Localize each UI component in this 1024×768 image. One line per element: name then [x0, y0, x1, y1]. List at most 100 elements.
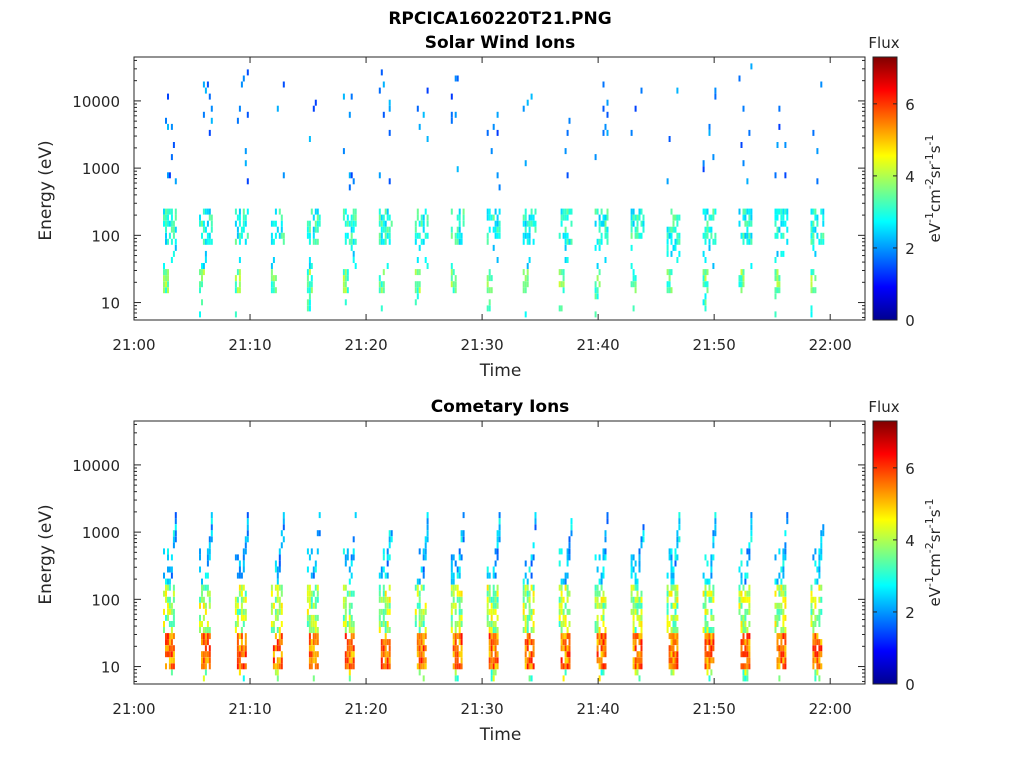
flux-cell: [488, 645, 491, 652]
flux-cell: [496, 590, 499, 597]
flux-cell: [386, 554, 389, 561]
flux-cell: [744, 578, 747, 585]
flux-cell: [602, 572, 605, 579]
flux-cell: [782, 250, 785, 257]
flux-cell: [714, 238, 717, 245]
flux-cell: [352, 536, 355, 543]
flux-cell: [522, 614, 525, 621]
flux-cell: [202, 614, 205, 621]
flux-cell: [280, 651, 283, 658]
flux-cell: [782, 633, 785, 640]
flux-cell: [710, 614, 713, 621]
flux-cell: [450, 93, 453, 100]
flux-cell: [676, 639, 679, 646]
flux-cell: [424, 536, 427, 543]
flux-cell: [558, 269, 561, 276]
flux-cell: [240, 226, 243, 233]
flux-cell: [748, 542, 751, 549]
flux-cell: [742, 663, 745, 670]
flux-cell: [458, 238, 461, 245]
flux-cell: [524, 663, 527, 670]
flux-cell: [712, 590, 715, 597]
flux-cell: [202, 269, 205, 276]
flux-cell: [238, 257, 241, 263]
flux-cell: [208, 663, 211, 670]
flux-cell: [282, 172, 285, 179]
flux-cell: [456, 651, 459, 658]
flux-cell: [712, 645, 715, 652]
flux-cell: [534, 524, 537, 531]
flux-cell: [774, 554, 777, 561]
flux-cell: [630, 208, 633, 215]
flux-cell: [782, 627, 785, 633]
flux-cell: [564, 602, 567, 609]
flux-cell: [738, 75, 741, 82]
flux-cell: [310, 639, 313, 646]
flux-cell: [208, 542, 211, 549]
flux-cell: [528, 602, 531, 609]
flux-cell: [202, 602, 205, 609]
flux-cell: [668, 226, 671, 233]
flux-cell: [350, 220, 353, 227]
flux-cell: [632, 269, 635, 276]
flux-cell: [172, 584, 175, 591]
flux-cell: [172, 663, 175, 670]
flux-cell: [420, 651, 423, 658]
flux-cell: [812, 220, 815, 227]
flux-cell: [280, 608, 283, 615]
flux-cell: [570, 530, 573, 537]
flux-cell: [678, 536, 681, 543]
flux-cell: [350, 93, 353, 100]
flux-cell: [712, 584, 715, 591]
flux-cell: [199, 269, 201, 276]
flux-cell: [380, 608, 383, 615]
flux-cell: [562, 214, 565, 221]
flux-cell: [242, 75, 245, 82]
flux-cell: [386, 596, 389, 603]
flux-cell: [278, 645, 281, 652]
flux-cell: [784, 584, 787, 591]
flux-cell: [594, 154, 597, 161]
flux-cell: [384, 572, 387, 579]
flux-cell: [454, 75, 457, 82]
flux-cell: [776, 608, 779, 615]
flux-cell: [272, 645, 275, 652]
flux-cell: [201, 578, 203, 585]
flux-cell: [278, 584, 281, 591]
flux-cell: [750, 208, 753, 215]
flux-cell: [458, 614, 461, 621]
flux-cell: [422, 614, 425, 621]
flux-cell: [280, 232, 283, 239]
flux-cell: [784, 614, 787, 621]
flux-cell: [201, 281, 203, 288]
flux-cell: [206, 560, 209, 567]
flux-cell: [308, 281, 311, 288]
flux-cell: [568, 657, 571, 664]
y-tick-label: 100: [91, 591, 120, 609]
flux-cell: [170, 651, 173, 658]
flux-cell: [378, 621, 381, 627]
flux-cell: [306, 275, 309, 282]
flux-cell: [668, 651, 671, 658]
flux-cell: [778, 287, 781, 294]
flux-cell: [632, 645, 635, 652]
flux-cell: [666, 590, 669, 597]
flux-cell: [640, 621, 643, 627]
flux-cell: [564, 257, 567, 263]
flux-cell: [600, 578, 603, 585]
flux-cell: [778, 123, 781, 130]
flux-cell: [378, 281, 381, 288]
flux-cell: [492, 669, 495, 676]
flux-cell: [524, 275, 527, 282]
flux-cell: [600, 614, 603, 621]
flux-cell: [596, 208, 599, 215]
flux-cell: [784, 208, 787, 215]
flux-cell: [710, 651, 713, 658]
flux-cell: [172, 542, 175, 549]
flux-cell: [604, 232, 607, 239]
flux-cell: [822, 238, 825, 245]
flux-cell: [488, 663, 491, 670]
flux-cell: [206, 208, 209, 215]
flux-cell: [746, 590, 749, 597]
